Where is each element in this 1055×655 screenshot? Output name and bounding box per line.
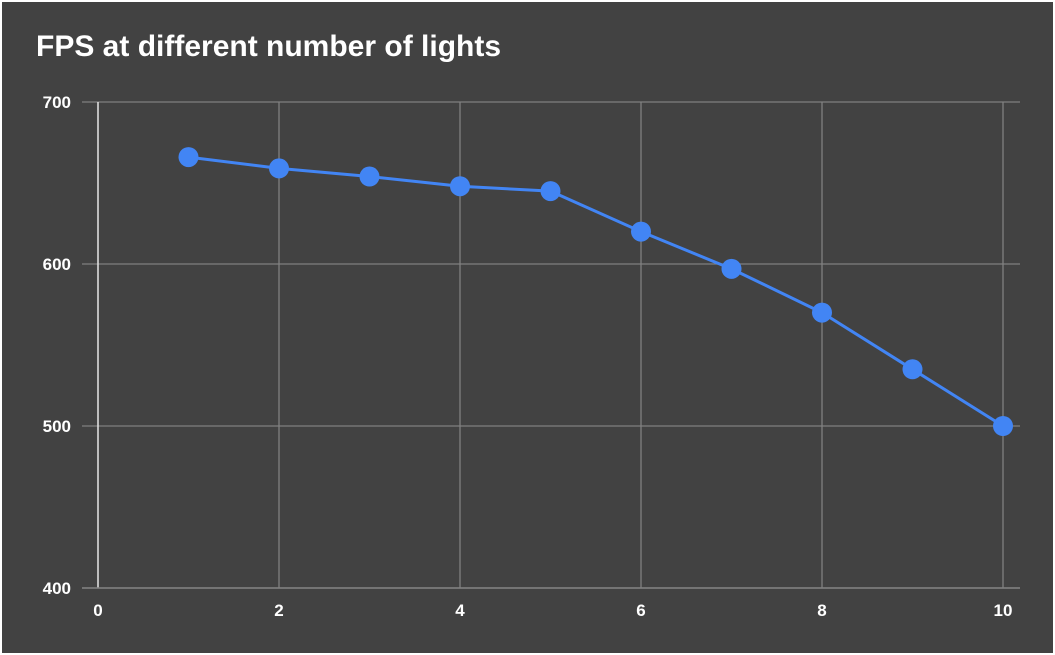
x-tick-label: 0	[93, 601, 102, 620]
tick-labels: 400 500 600 700 0 2 4 6 8 10	[43, 93, 1013, 620]
axis-lines	[82, 102, 1020, 589]
y-tick-label: 700	[43, 93, 71, 112]
data-point	[902, 359, 923, 380]
data-point	[721, 258, 742, 279]
data-point	[359, 166, 380, 187]
series-layer	[178, 147, 1013, 436]
x-tick-label: 8	[817, 601, 826, 620]
grid-lines	[82, 101, 1020, 589]
data-point	[993, 416, 1013, 436]
series-line	[188, 155, 1004, 428]
chart-title: FPS at different number of lights	[36, 30, 502, 63]
data-point	[178, 147, 199, 168]
data-point	[269, 158, 289, 179]
x-tick-label: 10	[994, 601, 1013, 620]
y-tick-label: 500	[43, 417, 71, 436]
x-tick-label: 2	[274, 601, 283, 620]
data-point	[812, 302, 832, 323]
x-tick-label: 4	[455, 601, 465, 620]
x-tick-label: 6	[636, 601, 645, 620]
data-point	[450, 176, 470, 197]
y-tick-label: 600	[43, 255, 71, 274]
data-point	[540, 181, 561, 202]
y-tick-label: 400	[43, 579, 71, 598]
data-point	[631, 221, 651, 242]
